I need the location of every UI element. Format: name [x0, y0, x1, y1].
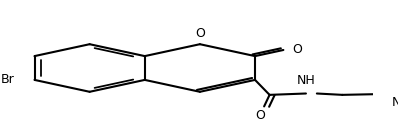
Text: Br: Br: [1, 73, 14, 86]
Text: O: O: [195, 27, 205, 40]
Text: NH: NH: [297, 74, 315, 87]
Text: N: N: [392, 96, 398, 109]
Text: O: O: [256, 109, 265, 122]
Text: O: O: [293, 44, 302, 56]
